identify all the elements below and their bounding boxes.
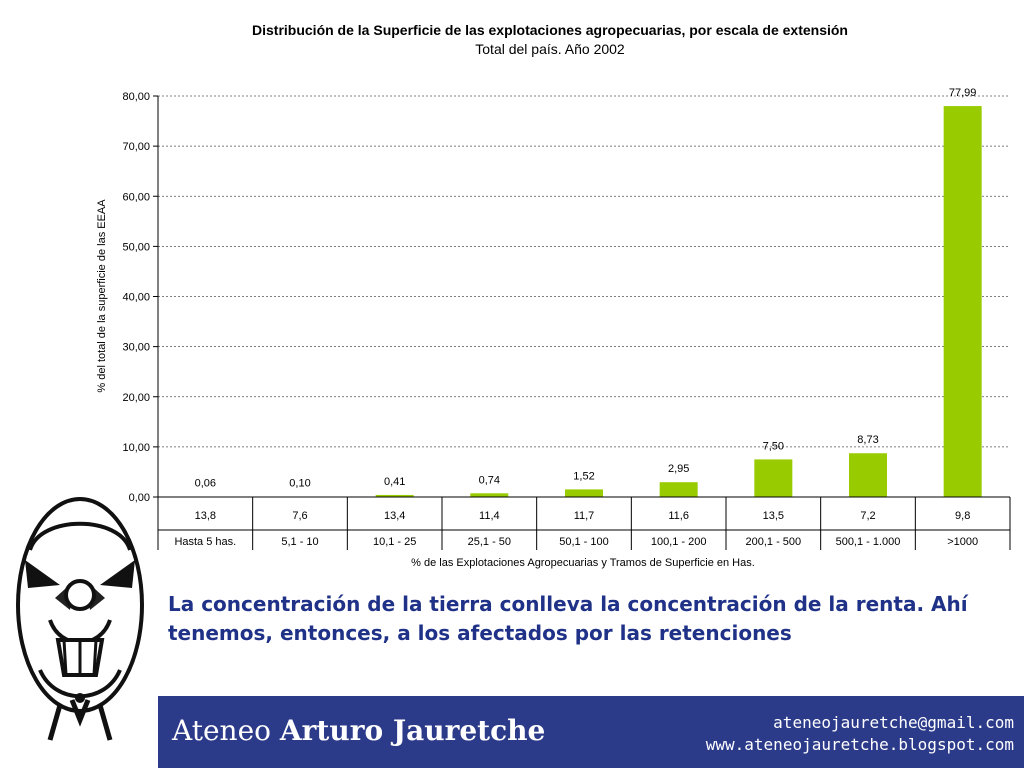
bar <box>470 493 509 497</box>
bar <box>565 489 603 497</box>
bar <box>659 482 698 497</box>
y-tick-label: 30,00 <box>122 342 150 354</box>
category-label: 200,1 - 500 <box>746 536 802 548</box>
category-label: Hasta 5 has. <box>174 536 236 548</box>
y-axis-ticks: 0,00 10,00 20,00 30,00 40,00 50,00 60,00 70,00 8… <box>122 91 150 504</box>
y-tick-label: 70,00 <box>122 141 150 153</box>
data-label: 7,50 <box>763 440 784 452</box>
bar-chart: 0,00 10,00 20,00 30,00 40,00 50,00 60,00 70,00 8… <box>96 87 1011 569</box>
category-label: 100,1 - 200 <box>651 536 707 548</box>
chart-subtitle: Total del país. Año 2002 <box>475 41 625 57</box>
data-label: 77,99 <box>949 87 977 99</box>
bar <box>754 459 793 497</box>
caption-text: La concentración de la tierra conlleva l… <box>168 592 968 645</box>
y-tick-label: 40,00 <box>122 292 150 304</box>
table-cell-pct: 7,2 <box>860 510 875 522</box>
table-cell-pct: 7,6 <box>292 510 307 522</box>
category-label: 50,1 - 100 <box>559 536 609 548</box>
gridlines <box>153 95 1010 498</box>
category-label: >1000 <box>947 536 978 548</box>
table-cell-pct: 9,8 <box>955 510 970 522</box>
email-text: ateneojauretche@gmail.com <box>773 713 1014 732</box>
website-text: www.ateneojauretche.blogspot.com <box>705 735 1014 754</box>
bar <box>375 494 414 497</box>
y-axis-title: % del total de la superficie de las EEAA <box>96 199 108 393</box>
chart-title: Distribución de la Superficie de las exp… <box>252 22 848 38</box>
y-tick-label: 0,00 <box>129 492 150 504</box>
y-tick-label: 80,00 <box>122 91 150 103</box>
bars: 0,06 0,10 0,41 0,74 1,52 2,95 7,50 8,73 77,99 <box>186 87 982 498</box>
category-label: 10,1 - 25 <box>373 536 416 548</box>
category-label: 5,1 - 10 <box>281 536 318 548</box>
table-cell-pct: 11,7 <box>574 510 595 522</box>
brand-logo: Ateneo Arturo Jauretche <box>172 714 545 747</box>
table-cell-pct: 11,4 <box>479 510 500 522</box>
contact-info: ateneojauretche@gmail.com www.ateneojaur… <box>706 712 1014 756</box>
data-label: 0,10 <box>289 477 310 489</box>
mascot-illustration <box>16 497 144 741</box>
brand-name-light: Ateneo <box>172 714 272 747</box>
y-tick-label: 50,00 <box>122 241 150 253</box>
data-label: 8,73 <box>857 434 878 446</box>
data-table: 13,8 Hasta 5 has. 7,6 5,1 - 10 13,4 10,1 - 25… <box>157 496 1011 550</box>
data-label: 1,52 <box>573 470 594 482</box>
x-axis-title: % de las Explotaciones Agropecuarias y T… <box>411 557 755 569</box>
y-tick-label: 10,00 <box>122 442 150 454</box>
table-cell-pct: 13,4 <box>384 510 405 522</box>
table-cell-pct: 13,5 <box>763 510 784 522</box>
table-cell-pct: 13,8 <box>195 510 216 522</box>
bar <box>849 453 887 497</box>
data-label: 2,95 <box>668 463 689 475</box>
brand-name-bold: Arturo Jauretche <box>279 714 546 747</box>
y-tick-label: 60,00 <box>122 191 150 203</box>
y-tick-label: 20,00 <box>122 392 150 404</box>
data-label: 0,06 <box>195 478 216 490</box>
bar <box>943 106 982 497</box>
table-cell-pct: 11,6 <box>668 510 689 522</box>
category-label: 25,1 - 50 <box>468 536 511 548</box>
data-label: 0,41 <box>384 476 405 488</box>
data-label: 0,74 <box>479 474 500 486</box>
footer-banner: Ateneo Arturo Jauretche ateneojauretche@… <box>158 696 1024 768</box>
category-label: 500,1 - 1.000 <box>836 536 901 548</box>
